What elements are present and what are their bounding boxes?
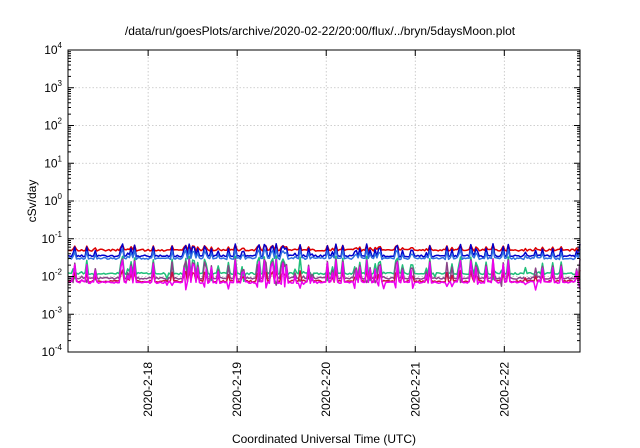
x-axis: 2020-2-18 2020-2-19 2020-2-20 2020-2-21 2020…: [141, 50, 511, 417]
y-tick-label: 104: [44, 41, 62, 57]
x-tick-label: 2020-2-21: [408, 362, 422, 417]
grid: [68, 50, 580, 352]
series-line-7: [67, 258, 581, 291]
y-axis: 10-4 10-3 10-2 10-1 100 101 102 103 104: [42, 41, 580, 359]
chart-title: /data/run/goesPlots/archive/2020-02-22/2…: [125, 24, 516, 38]
y-tick-label: 102: [44, 117, 62, 133]
y-axis-label: cSv/day: [25, 180, 39, 223]
y-tick-label: 100: [44, 192, 62, 208]
series-layer: [67, 242, 581, 291]
y-tick-label: 101: [44, 154, 62, 170]
series-line-3: [67, 248, 581, 261]
x-tick-label: 2020-2-22: [497, 362, 511, 417]
x-tick-label: 2020-2-19: [230, 362, 244, 417]
y-tick-label: 10-1: [42, 230, 63, 246]
x-tick-label: 2020-2-20: [319, 362, 333, 417]
y-tick-label: 10-4: [42, 343, 63, 359]
x-axis-label: Coordinated Universal Time (UTC): [232, 432, 416, 446]
y-tick-label: 103: [44, 79, 62, 95]
y-tick-label: 10-2: [42, 268, 63, 284]
y-tick-label: 10-3: [42, 305, 63, 321]
x-tick-label: 2020-2-18: [141, 362, 155, 417]
